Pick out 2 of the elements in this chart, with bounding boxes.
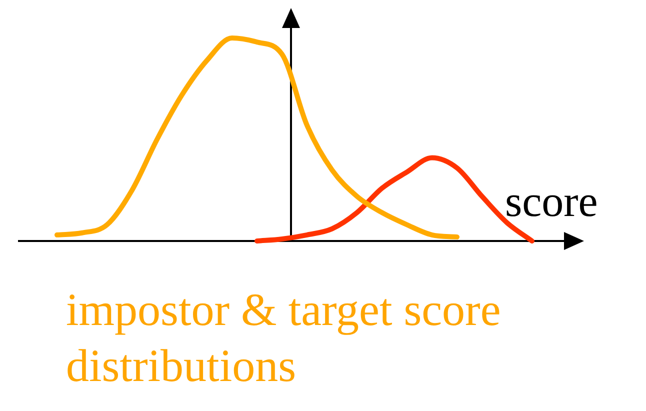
x-axis-title: score bbox=[505, 177, 598, 226]
text: impostor & target score distributions bbox=[66, 283, 502, 393]
